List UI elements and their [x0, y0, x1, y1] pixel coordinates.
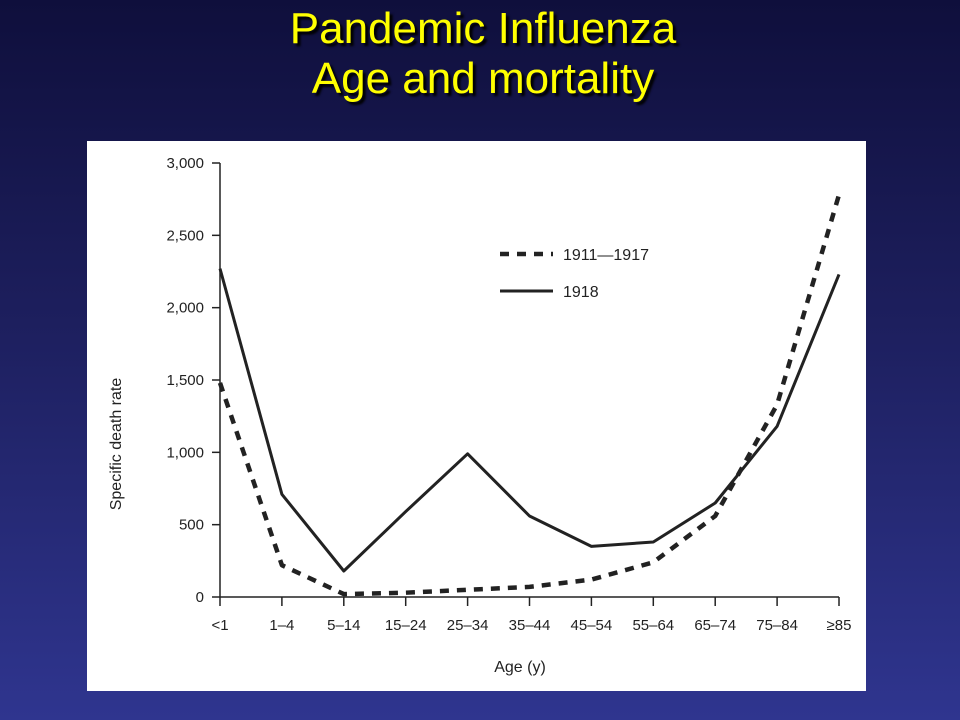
x-tick-label: 65–74	[694, 617, 736, 634]
y-axis-title: Specific death rate	[108, 378, 125, 511]
y-tick-label: 1,500	[166, 372, 204, 389]
legend: 1911—1917 1918	[500, 247, 649, 301]
title-line-1: Pandemic Influenza	[289, 4, 677, 53]
y-tick-label: 2,500	[166, 227, 204, 244]
legend-label: 1918	[563, 284, 599, 301]
legend-label: 1911—1917	[563, 247, 649, 264]
y-tick-label: 1,000	[166, 444, 204, 461]
series-layer	[217, 194, 842, 597]
y-tick-label: 500	[179, 517, 204, 534]
x-tick-label: 15–24	[385, 617, 427, 634]
x-axis-title: Age (y)	[494, 659, 546, 676]
x-tick-label: 55–64	[632, 617, 674, 634]
series-line-solid	[218, 268, 841, 573]
x-axis: <1 1–4 5–14 15–24 25–34 35–44 45–54 55–64 65–74 7…	[211, 596, 852, 634]
y-tick-label: 3,000	[166, 155, 204, 172]
line-chart: 0 500 1,000 1,500 2,000 2,500 3,000 <1 1–4 5–14 1…	[108, 155, 852, 676]
chart-panel: 0 500 1,000 1,500 2,000 2,500 3,000 <1 1–4 5–14 1…	[87, 141, 866, 691]
x-tick-label: 1–4	[269, 617, 294, 634]
x-tick-label: ≥85	[827, 617, 852, 634]
x-tick-label: 25–34	[447, 617, 489, 634]
slide-title: Pandemic Influenza Age and mortality	[0, 4, 960, 104]
x-tick-label: 75–84	[756, 617, 798, 634]
y-tick-label: 0	[196, 589, 204, 606]
x-tick-label: 5–14	[327, 617, 360, 634]
y-tick-label: 2,000	[166, 300, 204, 317]
title-line-2: Age and mortality	[311, 54, 655, 103]
x-tick-label: 45–54	[571, 617, 613, 634]
x-tick-label: <1	[211, 617, 228, 634]
x-tick-label: 35–44	[509, 617, 551, 634]
y-axis: 0 500 1,000 1,500 2,000 2,500 3,000	[166, 155, 221, 606]
